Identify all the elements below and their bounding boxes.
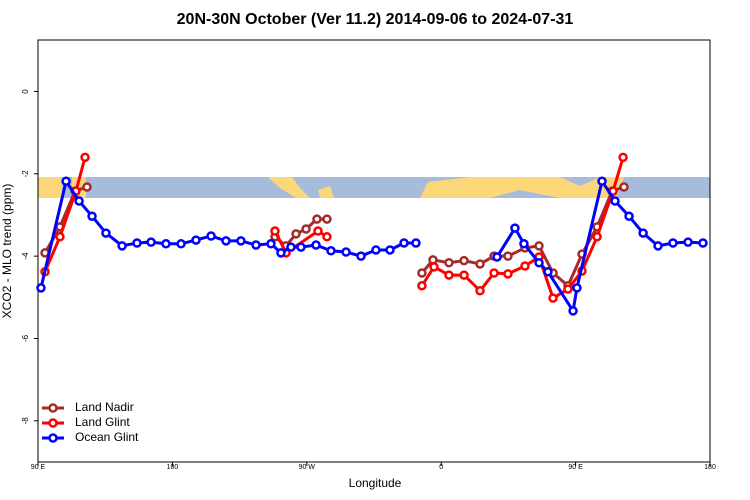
x-tick-label: 90 E bbox=[31, 464, 46, 471]
y-tick-label: -8 bbox=[21, 417, 30, 425]
point bbox=[417, 281, 427, 291]
chart-title: 20N-30N October (Ver 11.2) 2014-09-06 to… bbox=[177, 11, 574, 28]
point bbox=[296, 242, 306, 252]
point bbox=[597, 176, 607, 186]
point bbox=[568, 306, 578, 316]
point bbox=[683, 237, 693, 247]
point bbox=[444, 270, 454, 280]
point bbox=[489, 268, 499, 278]
land bbox=[318, 186, 334, 198]
map-band bbox=[38, 177, 710, 198]
point bbox=[61, 176, 71, 186]
point bbox=[638, 228, 648, 238]
point bbox=[475, 285, 485, 296]
point bbox=[534, 257, 544, 268]
x-tick-label: 90 E bbox=[568, 464, 583, 471]
point bbox=[101, 228, 111, 238]
y-tick-label: -2 bbox=[21, 170, 30, 178]
point bbox=[444, 257, 454, 268]
point bbox=[492, 252, 502, 262]
point bbox=[624, 211, 634, 221]
point bbox=[543, 267, 553, 277]
point bbox=[548, 293, 558, 303]
y-axis-label: XCO2 - MLO trend (ppm) bbox=[0, 184, 14, 319]
point bbox=[286, 242, 296, 252]
point bbox=[221, 236, 231, 246]
series-line bbox=[43, 185, 625, 289]
point bbox=[251, 240, 261, 250]
point bbox=[87, 211, 97, 221]
point bbox=[191, 235, 201, 245]
point bbox=[572, 283, 582, 293]
point bbox=[668, 238, 678, 248]
point bbox=[82, 182, 92, 192]
point bbox=[619, 182, 629, 192]
point bbox=[503, 251, 513, 261]
y-tick-label: -4 bbox=[21, 252, 30, 260]
point bbox=[356, 251, 366, 261]
legend-marker bbox=[48, 433, 58, 443]
point bbox=[266, 239, 276, 249]
point bbox=[653, 241, 663, 251]
x-tick-label: 180 bbox=[167, 464, 179, 471]
point bbox=[417, 268, 427, 278]
legend-label: Land Nadir bbox=[75, 400, 134, 414]
point bbox=[312, 214, 322, 224]
point bbox=[161, 239, 171, 249]
plot-frame bbox=[37, 39, 711, 463]
point bbox=[270, 226, 280, 236]
point bbox=[411, 238, 421, 248]
legend-marker bbox=[48, 418, 58, 428]
point bbox=[519, 239, 529, 249]
x-tick-label: 90 W bbox=[299, 464, 316, 471]
point bbox=[503, 269, 513, 279]
point bbox=[326, 246, 336, 256]
point bbox=[132, 238, 142, 248]
legend-label: Land Glint bbox=[75, 415, 130, 429]
point bbox=[385, 245, 395, 255]
point bbox=[55, 232, 65, 242]
point bbox=[322, 232, 332, 242]
x-axis-label: Longitude bbox=[349, 476, 402, 490]
land bbox=[38, 177, 62, 198]
y-tick-label: -6 bbox=[21, 334, 30, 342]
x-tick-label: 0 bbox=[439, 464, 443, 471]
point bbox=[610, 196, 620, 206]
point bbox=[36, 283, 46, 293]
land bbox=[420, 177, 624, 198]
point bbox=[563, 284, 573, 294]
point bbox=[301, 224, 311, 234]
point bbox=[176, 239, 186, 249]
point bbox=[276, 248, 286, 258]
point bbox=[117, 241, 127, 251]
point bbox=[459, 255, 469, 266]
point bbox=[206, 231, 216, 241]
point bbox=[459, 270, 469, 280]
land bbox=[268, 177, 310, 198]
point bbox=[698, 238, 708, 248]
point bbox=[341, 247, 351, 257]
legend-marker bbox=[48, 403, 58, 413]
legend-label: Ocean Glint bbox=[75, 430, 139, 444]
y-tick-label: 0 bbox=[21, 89, 30, 94]
point bbox=[475, 259, 485, 269]
point bbox=[291, 229, 301, 239]
point bbox=[80, 152, 90, 163]
point bbox=[322, 214, 332, 224]
point bbox=[429, 262, 439, 272]
point bbox=[236, 236, 246, 246]
x-tick-label: 180 bbox=[704, 464, 716, 471]
point bbox=[592, 232, 602, 242]
point bbox=[74, 196, 84, 206]
point bbox=[371, 245, 381, 255]
point bbox=[618, 152, 628, 163]
point bbox=[534, 241, 544, 251]
point bbox=[520, 261, 530, 271]
point bbox=[311, 240, 321, 250]
point bbox=[510, 223, 520, 233]
point bbox=[146, 237, 156, 247]
point bbox=[399, 238, 409, 248]
point bbox=[313, 226, 323, 236]
